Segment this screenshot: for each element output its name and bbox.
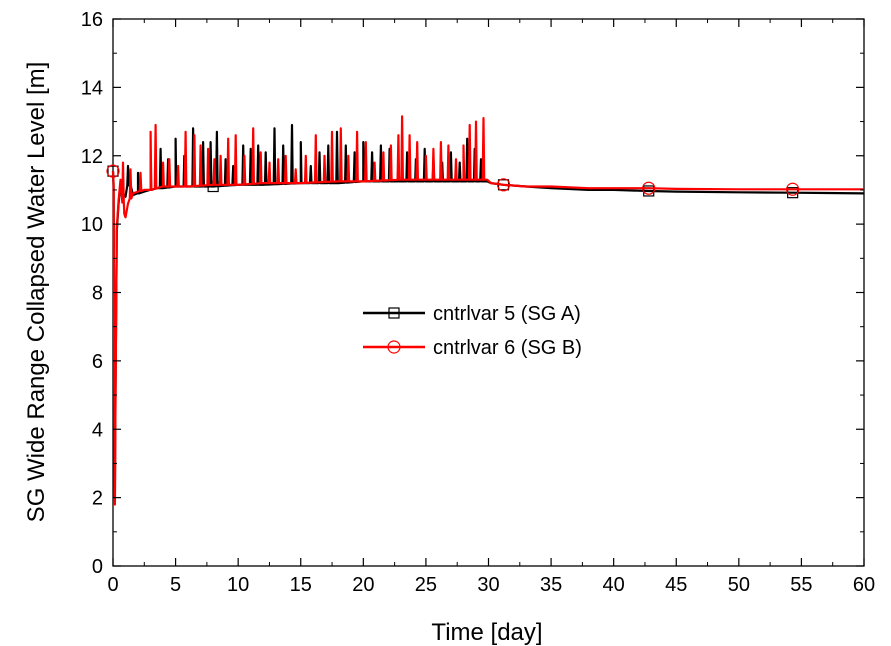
series-marker [786, 182, 800, 196]
y-tick-label: 8 [92, 283, 103, 305]
x-tick-label: 55 [790, 574, 812, 596]
x-tick-label: 60 [853, 574, 875, 596]
legend-label: cntrlvar 5 (SG A) [433, 303, 581, 325]
y-tick-label: 2 [92, 488, 103, 510]
x-tick-label: 15 [290, 574, 312, 596]
y-tick-label: 12 [81, 146, 103, 168]
y-tick-label: 0 [92, 556, 103, 578]
plot-frame [112, 18, 865, 567]
x-tick-label: 30 [477, 574, 499, 596]
x-tick-label: 5 [170, 574, 181, 596]
x-tick-label: 40 [603, 574, 625, 596]
legend-label: cntrlvar 6 (SG B) [433, 337, 582, 359]
x-tick-label: 10 [227, 574, 249, 596]
x-axis-label: Time [day] [431, 619, 542, 646]
x-tick-label: 35 [540, 574, 562, 596]
plot-area [112, 18, 865, 567]
legend: cntrlvar 5 (SG A) cntrlvar 6 (SG B) [363, 303, 582, 359]
x-tick-label: 45 [665, 574, 687, 596]
legend-marker [388, 307, 400, 319]
series-marker [642, 181, 656, 195]
legend-marker [387, 340, 401, 354]
x-tick-label: 0 [107, 574, 118, 596]
series-marker [106, 164, 120, 178]
series-marker [496, 178, 511, 192]
series-line [111, 115, 864, 506]
y-tick-label: 16 [81, 9, 103, 31]
x-tick-label: 25 [415, 574, 437, 596]
series-2 [106, 115, 864, 506]
x-tick-label: 20 [352, 574, 374, 596]
x-tick-label: 50 [728, 574, 750, 596]
y-tick-label: 14 [81, 77, 103, 99]
y-tick-label: 6 [92, 351, 103, 373]
y-axis-label: SG Wide Range Collapsed Water Level [m] [23, 62, 50, 523]
y-tick-label: 4 [92, 419, 103, 441]
y-tick-label: 10 [81, 214, 103, 236]
legend-item: cntrlvar 6 (SG B) [363, 337, 582, 359]
axis-ticks: 0 5 10 15 20 25 30 35 40 45 50 55 60 0 2 4 6 8 10 12 14 16 [81, 9, 875, 596]
series-layer [106, 115, 865, 506]
legend-item: cntrlvar 5 (SG A) [363, 303, 581, 325]
